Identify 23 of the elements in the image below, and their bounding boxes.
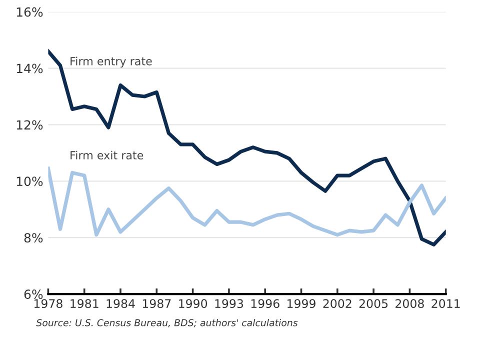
x-tick-label: 1996 <box>251 299 280 308</box>
series-label: Firm entry rate <box>70 56 152 68</box>
x-tick-label: 1993 <box>215 299 244 308</box>
y-tick-label: 6% <box>24 290 43 299</box>
x-tick-label: 1981 <box>70 299 98 308</box>
line-series <box>48 50 446 246</box>
x-tick-label: 2008 <box>396 299 424 308</box>
x-tick-label: 2005 <box>359 299 388 308</box>
x-tick-label: 2002 <box>323 299 352 308</box>
y-tick-label: 8% <box>24 233 43 243</box>
y-tick-label: 10% <box>16 176 43 186</box>
x-tick-label: 1987 <box>142 299 171 308</box>
y-tick-label: 12% <box>16 120 43 130</box>
x-tick-label: 1984 <box>106 299 135 308</box>
x-tick-label: 2011 <box>432 299 460 308</box>
line-series <box>48 166 446 237</box>
series-label: Firm exit rate <box>70 150 144 160</box>
y-tick-label: 14% <box>16 64 43 74</box>
x-tick-label: 1990 <box>179 299 208 308</box>
y-tick-label: 16% <box>16 7 43 17</box>
x-tick-label: 1999 <box>288 299 316 308</box>
x-tick-label: 1978 <box>34 299 62 308</box>
source-note: Source: U.S. Census Bureau, BDS; authors' calculations <box>36 318 298 328</box>
